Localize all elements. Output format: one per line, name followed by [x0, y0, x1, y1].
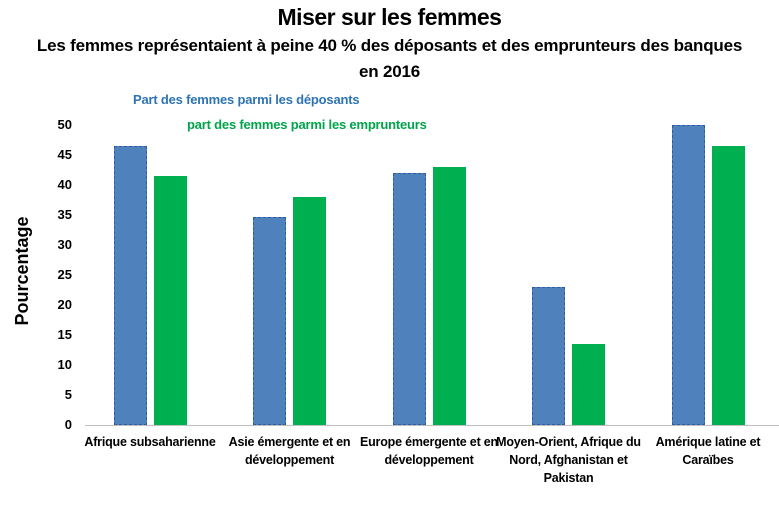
bar-series1-category0 — [153, 176, 187, 425]
y-axis-tick-label: 25 — [57, 267, 72, 282]
y-axis-tick-label: 20 — [57, 297, 72, 312]
bar-series0-category1 — [253, 216, 286, 425]
y-axis-tick-label: 50 — [57, 117, 72, 132]
chart-subtitle: Les femmes représentaient à peine 40 % d… — [36, 36, 743, 82]
bar-series1-category4 — [711, 146, 745, 425]
bar-series0-category0 — [113, 146, 147, 425]
y-axis-tick-label: 45 — [57, 147, 72, 162]
x-axis-line — [85, 425, 779, 426]
x-axis-category-label: Amérique latine et Caraïbes — [655, 435, 761, 468]
x-axis-category-label: Asie émergente et en développement — [228, 435, 351, 468]
y-axis-tick-label: 5 — [64, 387, 72, 402]
y-axis-tick-label: 0 — [64, 417, 72, 432]
x-axis-category-label: Afrique subsaharienne — [84, 435, 216, 449]
y-axis-tick-label: 10 — [57, 357, 72, 372]
x-axis-category-label: Moyen-Orient, Afrique du Nord, Afghanist… — [496, 435, 641, 486]
bar-series0-category3 — [532, 287, 565, 425]
bar-series1-category3 — [572, 344, 605, 425]
chart-title: Miser sur les femmes — [277, 4, 502, 30]
bar-series1-category2 — [432, 167, 466, 425]
y-axis-tick-label: 35 — [57, 207, 72, 222]
y-axis-tick-label: 15 — [57, 327, 72, 342]
legend-item-emprunteurs: part des femmes parmi les emprunteurs — [187, 117, 427, 132]
x-axis-category-label: Europe émergente et en développement — [359, 435, 498, 468]
y-axis-tick-label: 40 — [57, 177, 72, 192]
bar-series0-category2 — [392, 173, 426, 425]
bar-series1-category1 — [293, 197, 326, 425]
y-axis-tick-label: 30 — [57, 237, 72, 252]
bar-series0-category4 — [671, 125, 705, 425]
legend-item-deposants: Part des femmes parmi les déposants — [133, 92, 360, 107]
